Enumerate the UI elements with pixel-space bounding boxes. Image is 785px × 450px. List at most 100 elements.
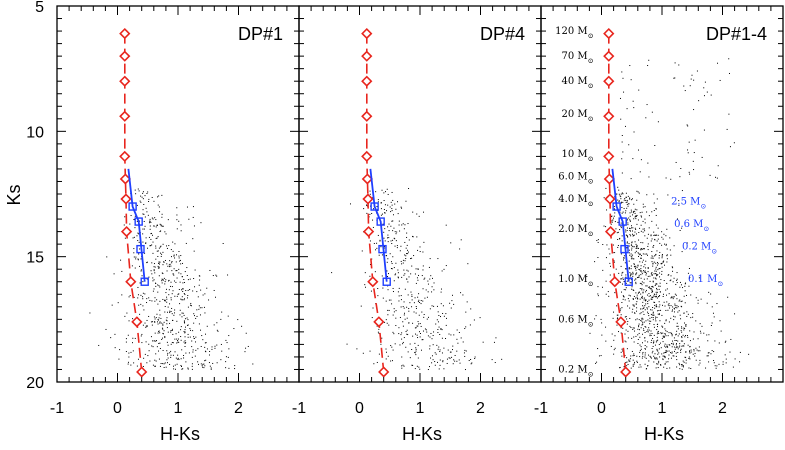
star-point [661, 353, 663, 355]
star-point [703, 332, 705, 334]
track-marker [140, 277, 149, 286]
star-point [621, 291, 623, 293]
star-point [641, 284, 643, 286]
star-point [192, 330, 194, 332]
star-point [144, 225, 146, 227]
star-point [470, 358, 472, 360]
star-point [194, 286, 196, 288]
star-point [184, 271, 186, 273]
star-point [646, 368, 648, 370]
star-point [642, 351, 644, 353]
star-point [410, 258, 412, 260]
star-point [630, 235, 632, 237]
star-point [415, 348, 417, 350]
star-point [679, 281, 681, 283]
star-point [384, 212, 386, 214]
star-point [148, 200, 150, 202]
star-point [216, 329, 218, 331]
star-point [644, 345, 646, 347]
star-point [634, 330, 636, 332]
star-point [155, 353, 157, 355]
star-point [175, 281, 177, 283]
star-point [170, 330, 172, 332]
star-point [176, 338, 178, 340]
star-point [699, 359, 701, 361]
star-point [174, 312, 176, 314]
star-point [682, 360, 684, 362]
star-point [192, 349, 194, 351]
star-point [437, 329, 439, 331]
star-point [156, 224, 158, 226]
star-point [639, 171, 641, 173]
star-point [635, 283, 637, 285]
star-point [640, 215, 642, 217]
star-point [672, 344, 674, 346]
star-point [175, 270, 177, 272]
star-point [688, 141, 690, 143]
star-point [384, 204, 386, 206]
star-point [172, 365, 174, 367]
star-point [377, 295, 379, 297]
star-point [155, 226, 157, 228]
star-point [641, 248, 643, 250]
star-point [619, 211, 621, 213]
star-point [418, 299, 420, 301]
star-point [425, 329, 427, 331]
star-point [388, 223, 390, 225]
star-point [665, 244, 667, 246]
star-point [623, 296, 625, 298]
star-point [384, 240, 386, 242]
star-point [711, 322, 713, 324]
star-point [392, 287, 394, 289]
star-point [138, 233, 140, 235]
star-point [392, 349, 394, 351]
star-point [386, 261, 388, 263]
star-point [668, 344, 670, 346]
star-point [671, 333, 673, 335]
star-point [216, 322, 218, 324]
star-point [178, 255, 180, 257]
star-point [635, 269, 637, 271]
star-point [652, 281, 654, 283]
star-point [387, 226, 389, 228]
star-point [414, 333, 416, 335]
star-point [654, 307, 656, 309]
star-point [713, 316, 715, 318]
star-point [684, 290, 686, 292]
star-point [634, 266, 636, 268]
star-point [667, 335, 669, 337]
star-point [612, 219, 614, 221]
star-point [451, 300, 453, 302]
star-point [197, 348, 199, 350]
star-point [625, 268, 627, 270]
star-point [460, 292, 462, 294]
star-point [209, 350, 211, 352]
track-marker [382, 277, 391, 286]
star-point [611, 221, 613, 223]
star-point [672, 306, 674, 308]
star-point [650, 334, 652, 336]
star-point [227, 315, 229, 317]
star-point [725, 358, 727, 360]
star-point [383, 231, 385, 233]
star-point [630, 178, 632, 180]
star-point [164, 299, 166, 301]
star-point [708, 361, 710, 363]
star-point [630, 244, 632, 246]
star-point [633, 304, 635, 306]
star-point [676, 330, 678, 332]
star-point [597, 295, 599, 297]
star-point [171, 342, 173, 344]
star-point [644, 297, 646, 299]
star-point [225, 356, 227, 358]
star-point [635, 247, 637, 249]
star-point [624, 316, 626, 318]
star-point [151, 300, 153, 302]
star-point [646, 104, 648, 106]
star-point [629, 65, 631, 67]
star-point [158, 330, 160, 332]
star-point [166, 320, 168, 322]
star-point [631, 241, 633, 243]
star-point [637, 264, 639, 266]
star-point [146, 261, 148, 263]
